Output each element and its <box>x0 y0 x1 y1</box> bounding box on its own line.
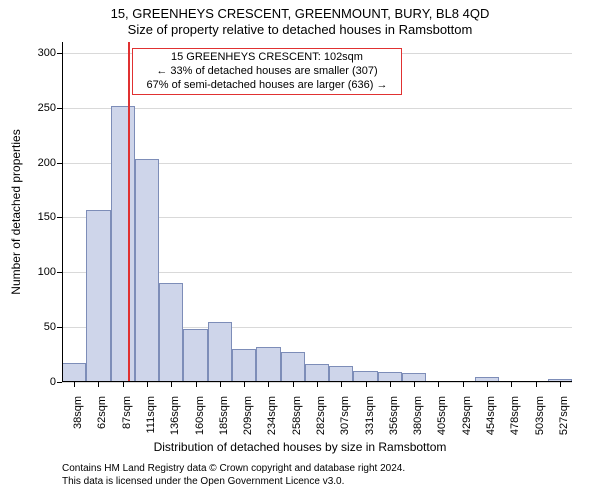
x-tick-label: 454sqm <box>485 396 497 435</box>
x-tick-label: 209sqm <box>242 396 254 435</box>
x-tick-mark <box>74 382 75 387</box>
bar <box>62 363 86 382</box>
x-tick-mark <box>414 382 415 387</box>
bar <box>208 322 232 382</box>
x-tick-label: 136sqm <box>169 396 181 435</box>
annotation-line: 15 GREENHEYS CRESCENT: 102sqm <box>139 51 395 65</box>
x-tick-mark <box>366 382 367 387</box>
y-axis-label: Number of detached properties <box>9 129 23 294</box>
x-tick-label: 307sqm <box>339 396 351 435</box>
x-tick-label: 87sqm <box>121 396 133 429</box>
title-line2: Size of property relative to detached ho… <box>0 22 600 37</box>
x-tick-label: 527sqm <box>558 396 570 435</box>
x-tick-label: 331sqm <box>364 396 376 435</box>
figure: 15, GREENHEYS CRESCENT, GREENMOUNT, BURY… <box>0 0 600 500</box>
bar <box>281 352 305 382</box>
bar <box>256 347 280 382</box>
bar <box>86 210 110 382</box>
footer-line: This data is licensed under the Open Gov… <box>62 475 405 488</box>
y-tick-mark <box>57 217 62 218</box>
x-tick-label: 282sqm <box>315 396 327 435</box>
x-tick-mark <box>438 382 439 387</box>
x-tick-mark <box>317 382 318 387</box>
bar <box>305 364 329 382</box>
x-tick-mark <box>536 382 537 387</box>
y-tick-label: 150 <box>28 211 56 223</box>
x-tick-mark <box>341 382 342 387</box>
y-tick-mark <box>57 272 62 273</box>
x-tick-label: 111sqm <box>145 396 157 434</box>
footer-attribution: Contains HM Land Registry data © Crown c… <box>62 462 405 488</box>
annotation-line: 67% of semi-detached houses are larger (… <box>139 79 395 93</box>
x-tick-label: 380sqm <box>412 396 424 435</box>
x-tick-mark <box>123 382 124 387</box>
x-tick-mark <box>147 382 148 387</box>
x-tick-label: 503sqm <box>534 396 546 435</box>
y-tick-label: 200 <box>28 157 56 169</box>
y-axis-spine <box>62 42 63 382</box>
bar <box>183 329 207 382</box>
x-tick-label: 405sqm <box>436 396 448 435</box>
bar <box>329 366 353 382</box>
x-tick-mark <box>98 382 99 387</box>
title-line1: 15, GREENHEYS CRESCENT, GREENMOUNT, BURY… <box>0 6 600 21</box>
x-tick-label: 478sqm <box>509 396 521 435</box>
x-tick-mark <box>293 382 294 387</box>
x-tick-label: 185sqm <box>218 396 230 435</box>
x-tick-label: 258sqm <box>291 396 303 435</box>
bar <box>232 349 256 382</box>
annotation-line: ← 33% of detached houses are smaller (30… <box>139 65 395 79</box>
x-tick-mark <box>463 382 464 387</box>
bar <box>135 159 159 382</box>
x-tick-mark <box>390 382 391 387</box>
bar <box>159 283 183 382</box>
y-tick-label: 300 <box>28 47 56 59</box>
y-tick-label: 50 <box>28 321 56 333</box>
x-axis-label: Distribution of detached houses by size … <box>0 440 600 454</box>
y-tick-mark <box>57 327 62 328</box>
x-tick-label: 429sqm <box>461 396 473 435</box>
x-tick-mark <box>220 382 221 387</box>
x-tick-mark <box>268 382 269 387</box>
property-marker-line <box>128 42 130 382</box>
x-tick-mark <box>171 382 172 387</box>
y-tick-label: 250 <box>28 102 56 114</box>
x-tick-mark <box>196 382 197 387</box>
grid-line <box>62 108 572 109</box>
x-tick-mark <box>244 382 245 387</box>
y-tick-label: 100 <box>28 266 56 278</box>
x-tick-label: 356sqm <box>388 396 400 435</box>
x-tick-mark <box>560 382 561 387</box>
x-tick-label: 38sqm <box>72 396 84 429</box>
y-tick-label: 0 <box>28 376 56 388</box>
y-tick-mark <box>57 108 62 109</box>
y-tick-mark <box>57 382 62 383</box>
x-tick-label: 160sqm <box>194 396 206 435</box>
annotation-box: 15 GREENHEYS CRESCENT: 102sqm← 33% of de… <box>132 48 402 95</box>
y-tick-mark <box>57 53 62 54</box>
bar <box>111 106 135 382</box>
x-tick-mark <box>511 382 512 387</box>
y-tick-mark <box>57 163 62 164</box>
footer-line: Contains HM Land Registry data © Crown c… <box>62 462 405 475</box>
x-tick-label: 62sqm <box>96 396 108 429</box>
x-tick-label: 234sqm <box>266 396 278 435</box>
x-tick-mark <box>487 382 488 387</box>
